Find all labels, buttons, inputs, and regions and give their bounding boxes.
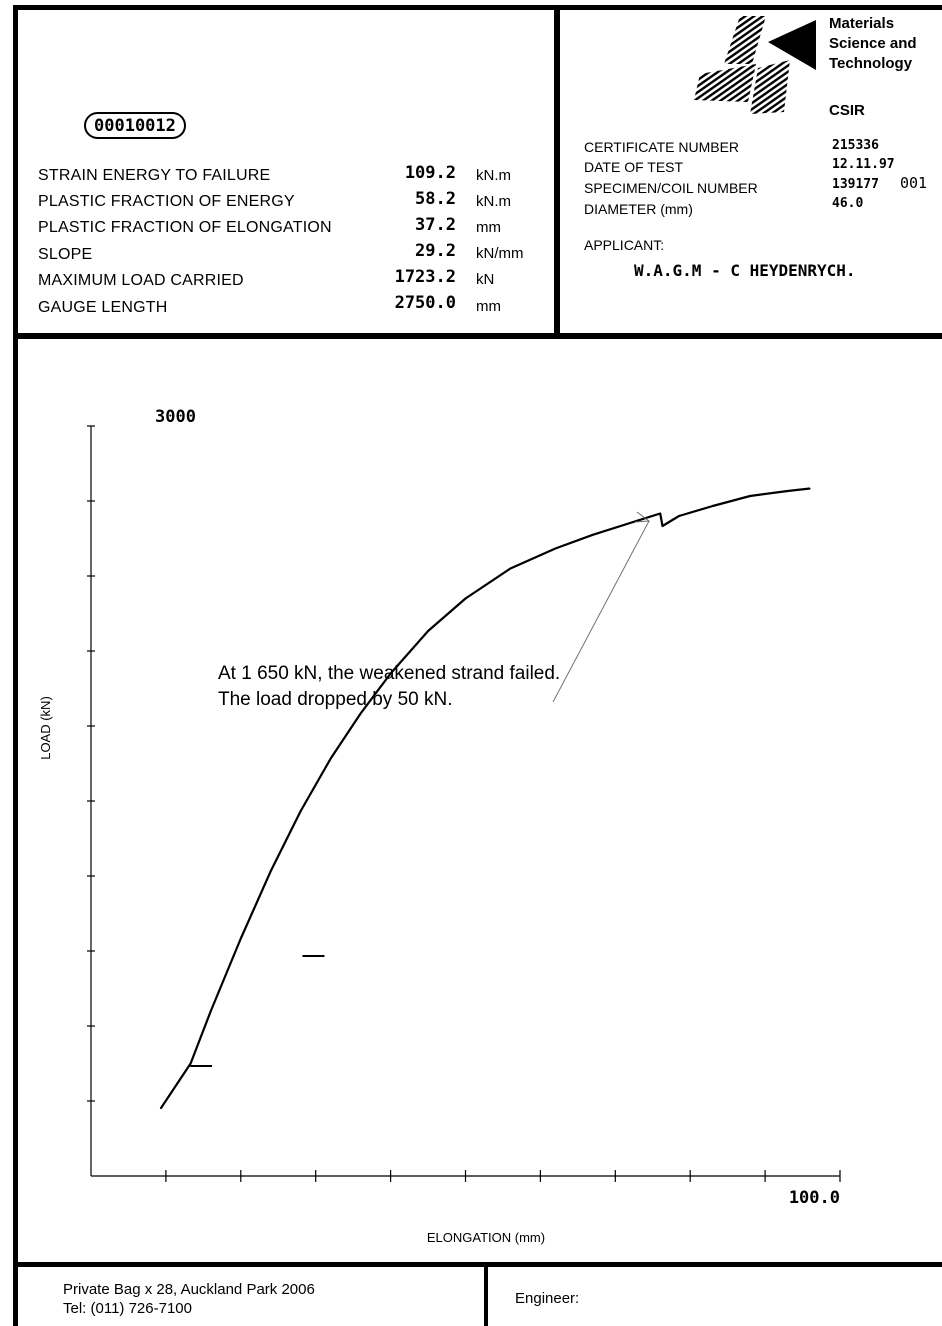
data-point <box>210 1010 212 1012</box>
data-point <box>787 490 789 492</box>
annotation-text: At 1 650 kN, the weakened strand failed. <box>218 663 560 684</box>
data-point <box>330 757 332 760</box>
load-elongation-chart: ELONGATION (mm) LOAD (kN) 3000 100.0 At 1 … <box>38 407 841 1245</box>
data-point <box>712 505 714 507</box>
footer-divider-vertical <box>484 1262 488 1326</box>
data-point <box>554 547 557 550</box>
footer-address-line: Private Bag x 28, Auckland Park 2006 <box>63 1281 315 1298</box>
metric-label: PLASTIC FRACTION OF ENERGY <box>38 193 295 210</box>
cert-field-value: 46.0 <box>832 196 864 211</box>
data-point <box>160 1107 162 1110</box>
cert-field-value: 139177 <box>832 177 879 192</box>
data-point <box>190 1062 192 1065</box>
data-point <box>661 525 664 527</box>
metric-value: 1723.2 <box>394 267 456 287</box>
engineer-label: Engineer: <box>515 1290 580 1307</box>
cert-field-label: DATE OF TEST <box>584 159 684 175</box>
header-divider-vertical <box>554 5 560 338</box>
cert-field-value: 12.11.97 <box>832 157 895 172</box>
data-point <box>592 534 594 536</box>
data-point <box>390 672 392 675</box>
org-name: CSIR <box>829 102 865 119</box>
frame-left <box>13 5 18 1326</box>
cert-field-suffix: 001 <box>900 174 928 192</box>
metric-value: 58.2 <box>415 189 456 209</box>
data-point <box>809 487 811 490</box>
metric-unit: kN <box>476 271 495 288</box>
applicant-label: APPLICANT: <box>584 237 665 253</box>
chart-series <box>159 487 811 1110</box>
metric-value: 109.2 <box>404 163 456 183</box>
metric-label: GAUGE LENGTH <box>38 299 168 316</box>
metric-value: 2750.0 <box>394 293 456 313</box>
cert-field-label: CERTIFICATE NUMBER <box>584 139 740 155</box>
chart-axes: ELONGATION (mm) LOAD (kN) <box>38 426 840 1245</box>
metric-value: 37.2 <box>415 215 456 235</box>
annotation-text: The load dropped by 50 kN. <box>218 689 453 710</box>
data-point <box>749 495 751 497</box>
csir-logo-icon <box>694 16 816 114</box>
metric-value: 29.2 <box>415 241 456 261</box>
frame-top <box>14 5 942 10</box>
annotation-arrowhead <box>634 511 651 523</box>
metric-unit: mm <box>476 219 501 236</box>
data-point <box>300 810 302 812</box>
data-point <box>360 712 362 715</box>
brand-name-line: Materials <box>829 15 895 32</box>
metric-unit: kN.m <box>476 193 511 210</box>
annotation-arrow <box>552 520 650 703</box>
cert-field-value: 215336 <box>832 138 879 153</box>
record-id: 00010012 <box>84 112 186 139</box>
data-point <box>270 870 272 872</box>
metric-label: PLASTIC FRACTION OF ELONGATION <box>38 219 332 236</box>
data-point <box>464 597 467 600</box>
metric-unit: kN/mm <box>476 245 524 262</box>
data-point <box>678 515 680 517</box>
series-line <box>159 487 811 1110</box>
cert-field-label: DIAMETER (mm) <box>584 201 693 217</box>
metric-unit: mm <box>476 298 501 315</box>
x-axis-label: ELONGATION (mm) <box>427 1230 545 1245</box>
metric-label: SLOPE <box>38 246 93 263</box>
footer-phone-line: Tel: (011) 726-7100 <box>63 1300 192 1317</box>
header-bottom-rule <box>14 333 942 339</box>
data-point <box>240 937 242 940</box>
x-max-tick-label: 100.0 <box>789 1188 840 1208</box>
chart-annotation: At 1 650 kN, the weakened strand failed.… <box>218 511 651 710</box>
chart-markers <box>190 955 325 1067</box>
data-point <box>509 567 511 570</box>
y-max-tick-label: 3000 <box>155 407 196 427</box>
metric-label: STRAIN ENERGY TO FAILURE <box>38 167 271 184</box>
brand-name-line: Science and <box>829 35 917 52</box>
footer-top-rule <box>14 1262 942 1267</box>
metric-label: MAXIMUM LOAD CARRIED <box>38 272 244 289</box>
applicant-name: W.A.G.M - C HEYDENRYCH. <box>634 261 856 280</box>
brand-name-line: Technology <box>829 55 913 72</box>
cert-field-label: SPECIMEN/COIL NUMBER <box>584 180 758 196</box>
data-point <box>427 630 429 632</box>
metric-unit: kN.m <box>476 167 511 184</box>
data-point <box>659 512 661 515</box>
chart-ticks: 3000 100.0 <box>87 407 841 1208</box>
y-axis-label: LOAD (kN) <box>38 696 53 760</box>
